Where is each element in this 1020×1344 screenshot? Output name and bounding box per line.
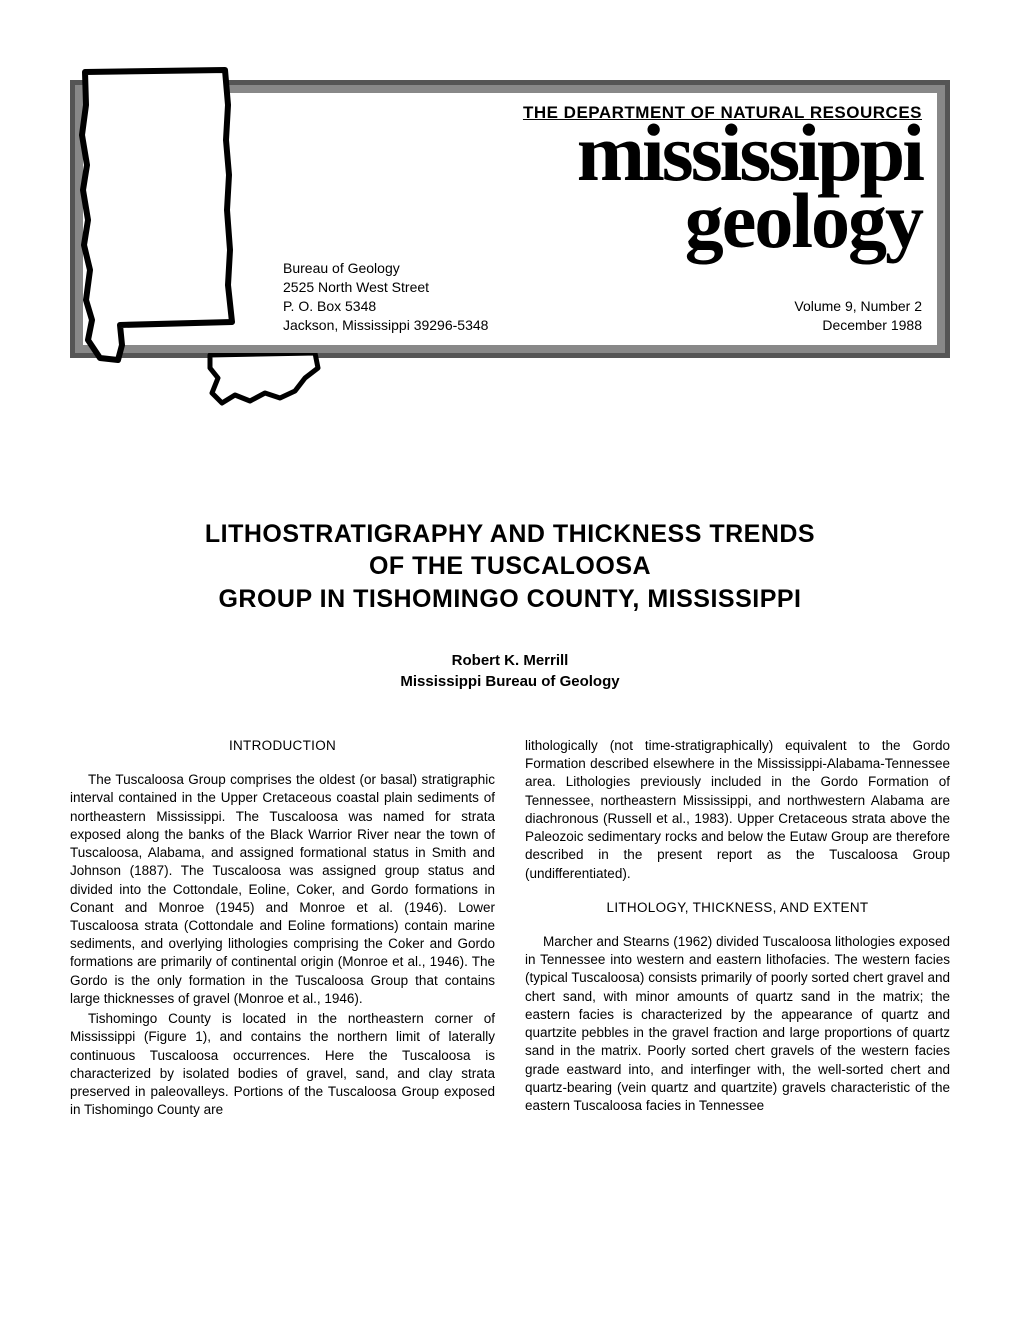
bureau-address: Bureau of Geology 2525 North West Street… bbox=[283, 259, 488, 335]
mississippi-state-outline-icon bbox=[50, 60, 280, 390]
issue-info: Volume 9, Number 2 December 1988 bbox=[794, 297, 922, 335]
title-line-3: GROUP IN TISHOMINGO COUNTY, MISSISSIPPI bbox=[70, 583, 950, 616]
article-body: INTRODUCTION The Tuscaloosa Group compri… bbox=[70, 737, 950, 1121]
lithology-paragraph-1: Marcher and Stearns (1962) divided Tusca… bbox=[525, 933, 950, 1115]
article-byline: Robert K. Merrill Mississippi Bureau of … bbox=[70, 650, 950, 692]
title-line-2: OF THE TUSCALOOSA bbox=[70, 550, 950, 583]
volume-number: Volume 9, Number 2 bbox=[794, 297, 922, 316]
masthead-footer: Bureau of Geology 2525 North West Street… bbox=[283, 259, 922, 335]
column-right: lithologically (not time-stratigraphical… bbox=[525, 737, 950, 1121]
author-affiliation: Mississippi Bureau of Geology bbox=[70, 671, 950, 692]
bureau-name: Bureau of Geology bbox=[283, 259, 488, 278]
address-line-2: P. O. Box 5348 bbox=[283, 297, 488, 316]
intro-paragraph-2: Tishomingo County is located in the nort… bbox=[70, 1010, 495, 1119]
address-line-1: 2525 North West Street bbox=[283, 278, 488, 297]
article-title: LITHOSTRATIGRAPHY AND THICKNESS TRENDS O… bbox=[70, 518, 950, 616]
col2-paragraph-1: lithologically (not time-stratigraphical… bbox=[525, 737, 950, 883]
introduction-heading: INTRODUCTION bbox=[70, 737, 495, 755]
issue-date: December 1988 bbox=[794, 316, 922, 335]
article-header: LITHOSTRATIGRAPHY AND THICKNESS TRENDS O… bbox=[70, 518, 950, 693]
masthead: THE DEPARTMENT OF NATURAL RESOURCES miss… bbox=[70, 80, 950, 418]
column-left: INTRODUCTION The Tuscaloosa Group compri… bbox=[70, 737, 495, 1121]
title-line-1: LITHOSTRATIGRAPHY AND THICKNESS TRENDS bbox=[70, 518, 950, 551]
intro-paragraph-1: The Tuscaloosa Group comprises the oldes… bbox=[70, 771, 495, 1008]
lithology-heading: LITHOLOGY, THICKNESS, AND EXTENT bbox=[525, 899, 950, 917]
address-line-3: Jackson, Mississippi 39296-5348 bbox=[283, 316, 488, 335]
publication-title: mississippi geology bbox=[283, 118, 922, 254]
author-name: Robert K. Merrill bbox=[70, 650, 950, 671]
